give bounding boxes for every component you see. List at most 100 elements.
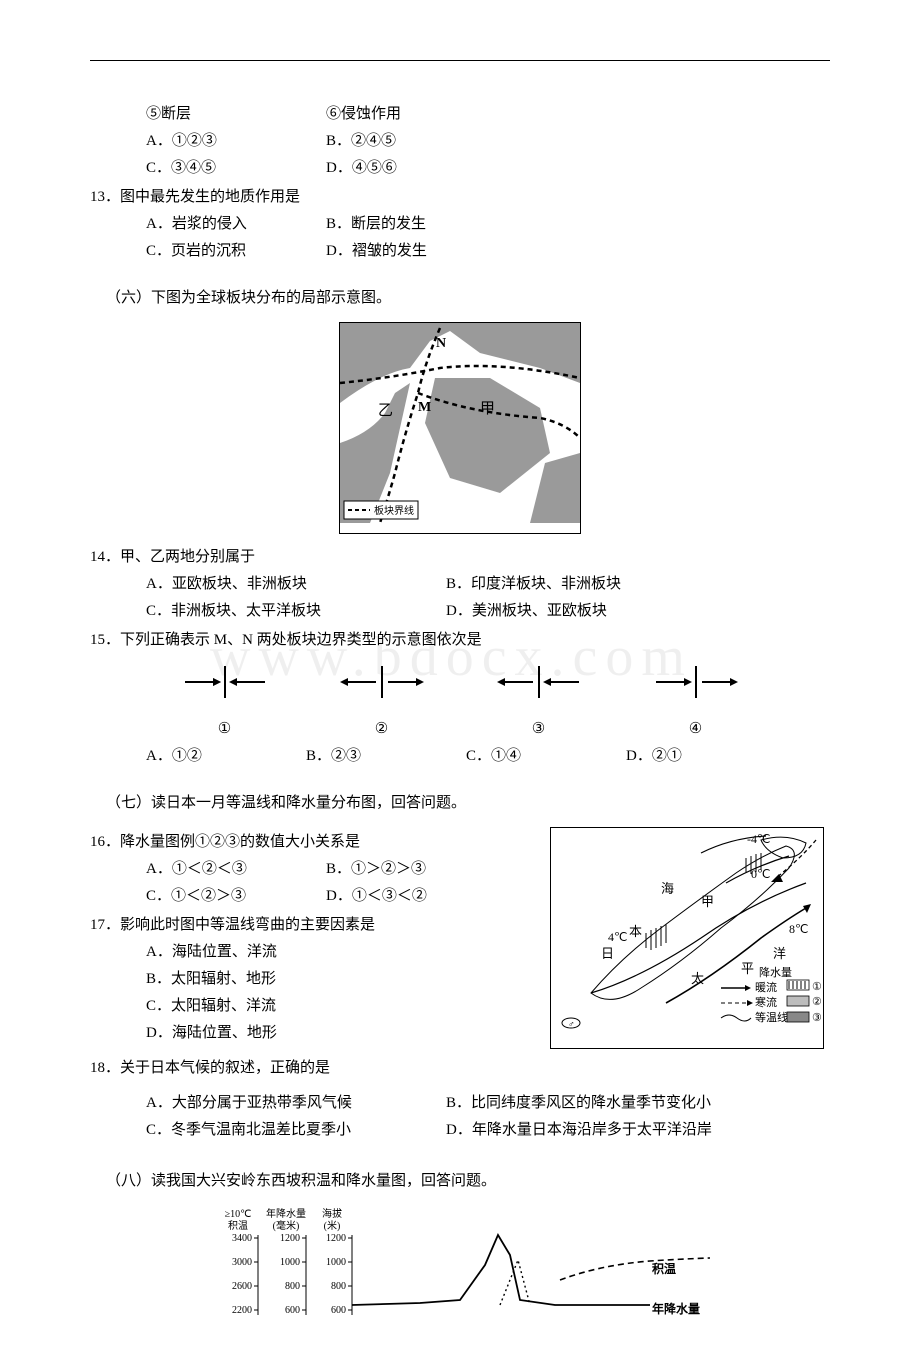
- section-6: （六）下图为全球板块分布的局部示意图。: [106, 285, 830, 312]
- q18-B: B．比同纬度季风区的降水量季节变化小: [446, 1090, 746, 1117]
- legend-boundary: 板块界线: [374, 504, 414, 517]
- q14-A: A．亚欧板块、非洲板块: [146, 571, 446, 598]
- q18-r2: C．冬季气温南北温差比夏季小 D．年降水量日本海沿岸多于太平洋沿岸: [90, 1117, 830, 1144]
- svg-text:1200: 1200: [326, 1233, 346, 1244]
- q18-D: D．年降水量日本海沿岸多于太平洋沿岸: [446, 1117, 746, 1144]
- item-6: ⑥侵蚀作用: [326, 101, 506, 128]
- legend-precip: 年降水量: [652, 1301, 700, 1315]
- label-N: N: [436, 336, 446, 351]
- q13-C: C．页岩的沉积: [146, 238, 326, 265]
- legend-3: ③: [812, 1012, 822, 1024]
- svg-text:2200: 2200: [232, 1305, 252, 1315]
- q17-B: B．太阳辐射、地形: [146, 966, 538, 993]
- q13-B: B．断层的发生: [326, 211, 506, 238]
- q13-stem: 13．图中最先发生的地质作用是: [90, 184, 830, 211]
- q16-r1: A．①＜②＜③ B．①＞②＞③: [146, 856, 538, 883]
- svg-text:600: 600: [331, 1305, 346, 1315]
- q16-C: C．①＜②＞③: [146, 883, 326, 910]
- y2-t1: 年降水量: [266, 1207, 306, 1220]
- boundary-2: [322, 662, 442, 712]
- y3-t1: 海拔: [322, 1207, 342, 1220]
- page-rule: [90, 60, 830, 61]
- q14-B: B．印度洋板块、非洲板块: [446, 571, 746, 598]
- daxinganling-chart: ≥10℃ 积温 年降水量 (毫米) 海拔 (米) 3400 3000 2600 …: [90, 1205, 830, 1325]
- q18-C: C．冬季气温南北温差比夏季小: [146, 1117, 446, 1144]
- y1-t2: 积温: [228, 1220, 248, 1232]
- pre-opts-row1: A．①②③ B．②④⑤: [146, 128, 830, 155]
- legend-cold: 寒流: [755, 995, 777, 1009]
- plate-map-svg: N M 甲 乙 板块界线: [340, 323, 580, 523]
- q17-A: A．海陆位置、洋流: [146, 939, 538, 966]
- bl-3: ③: [479, 716, 599, 743]
- svg-text:3000: 3000: [232, 1257, 252, 1268]
- q17-D: D．海陆位置、地形: [146, 1020, 538, 1047]
- boundary-diagrams: [146, 662, 774, 712]
- legend-iso: 等温线: [755, 1010, 788, 1024]
- pre-opts-row2: C．③④⑤ D．④⑤⑥: [146, 155, 830, 182]
- svg-text:2600: 2600: [232, 1281, 252, 1292]
- bl-4: ④: [636, 716, 756, 743]
- q16-A: A．①＜②＜③: [146, 856, 326, 883]
- legend-warm: 暖流: [755, 980, 777, 994]
- section-8: （八）读我国大兴安岭东西坡积温和降水量图，回答问题。: [106, 1168, 830, 1195]
- japan-map: -4℃ 0℃ 4℃ 8℃ 海 甲 日 本 太 平 洋 ♂ 降水量 暖流 ① 寒流: [551, 828, 823, 1038]
- q14-opts-r2: C．非洲板块、太平洋板块 D．美洲板块、亚欧板块: [90, 598, 830, 625]
- q15-opts: A．①② B．②③ C．①④ D．②①: [146, 743, 830, 770]
- opt-B: B．②④⑤: [326, 128, 506, 155]
- pre-items: ⑤断层 ⑥侵蚀作用: [146, 101, 830, 128]
- ben: 本: [629, 924, 642, 939]
- q13-D: D．褶皱的发生: [326, 238, 506, 265]
- legend-jiwen: 积温: [652, 1261, 676, 1276]
- q14-stem: 14．甲、乙两地分别属于: [90, 544, 830, 571]
- legend-1: ①: [812, 981, 822, 993]
- sw-mark: ♂: [568, 1019, 575, 1029]
- boundary-labels: ① ② ③ ④: [146, 716, 774, 743]
- q18-stem: 18．关于日本气候的叙述，正确的是: [90, 1055, 830, 1082]
- q15-A: A．①②: [146, 743, 306, 770]
- svg-text:800: 800: [285, 1281, 300, 1292]
- q18-A: A．大部分属于亚热带季风气候: [146, 1090, 446, 1117]
- label-yi: 乙: [378, 403, 393, 419]
- tai: 太: [691, 971, 704, 986]
- q16-D: D．①＜③＜②: [326, 883, 506, 910]
- label-M: M: [418, 400, 431, 415]
- hai: 海: [661, 881, 674, 896]
- q13-opts-row1: A．岩浆的侵入 B．断层的发生: [146, 211, 830, 238]
- section-7: （七）读日本一月等温线和降水量分布图，回答问题。: [106, 790, 830, 817]
- q15-stem: 15．下列正确表示 M、N 两处板块边界类型的示意图依次是 www.bdocx.…: [90, 627, 830, 654]
- svg-text:600: 600: [285, 1305, 300, 1315]
- chart8-svg: ≥10℃ 积温 年降水量 (毫米) 海拔 (米) 3400 3000 2600 …: [200, 1205, 720, 1315]
- q16-stem: 16．降水量图例①②③的数值大小关系是: [90, 829, 538, 856]
- y3-t2: (米): [324, 1219, 341, 1232]
- q16-r2: C．①＜②＞③ D．①＜③＜②: [146, 883, 538, 910]
- y2-t2: (毫米): [273, 1219, 300, 1232]
- legend-2: ②: [812, 996, 822, 1008]
- t-8: 8℃: [789, 922, 808, 936]
- q18-r1: A．大部分属于亚热带季风气候 B．比同纬度季风区的降水量季节变化小: [90, 1090, 830, 1117]
- q14-C: C．非洲板块、太平洋板块: [146, 598, 446, 625]
- q14-opts-r1: A．亚欧板块、非洲板块 B．印度洋板块、非洲板块: [90, 571, 830, 598]
- plate-map-figure: N M 甲 乙 板块界线: [90, 322, 830, 534]
- ri: 日: [601, 946, 614, 961]
- svg-text:1000: 1000: [326, 1257, 346, 1268]
- q17-C: C．太阳辐射、洋流: [146, 993, 538, 1020]
- opt-C: C．③④⑤: [146, 155, 326, 182]
- t-0: 0℃: [751, 867, 770, 881]
- svg-text:3400: 3400: [232, 1233, 252, 1244]
- q15-B: B．②③: [306, 743, 466, 770]
- item-5: ⑤断层: [146, 101, 326, 128]
- label-jia: 甲: [480, 401, 495, 417]
- q13-A: A．岩浆的侵入: [146, 211, 326, 238]
- svg-text:1200: 1200: [280, 1233, 300, 1244]
- boundary-3: [479, 662, 599, 712]
- q14-D: D．美洲板块、亚欧板块: [446, 598, 746, 625]
- opt-D: D．④⑤⑥: [326, 155, 506, 182]
- t-4: 4℃: [608, 930, 627, 944]
- y1-t1: ≥10℃: [225, 1209, 252, 1220]
- q17-stem: 17．影响此时图中等温线弯曲的主要因素是: [90, 912, 538, 939]
- q15-D: D．②①: [626, 743, 786, 770]
- bl-2: ②: [322, 716, 442, 743]
- opt-A: A．①②③: [146, 128, 326, 155]
- q15-C: C．①④: [466, 743, 626, 770]
- svg-text:800: 800: [331, 1281, 346, 1292]
